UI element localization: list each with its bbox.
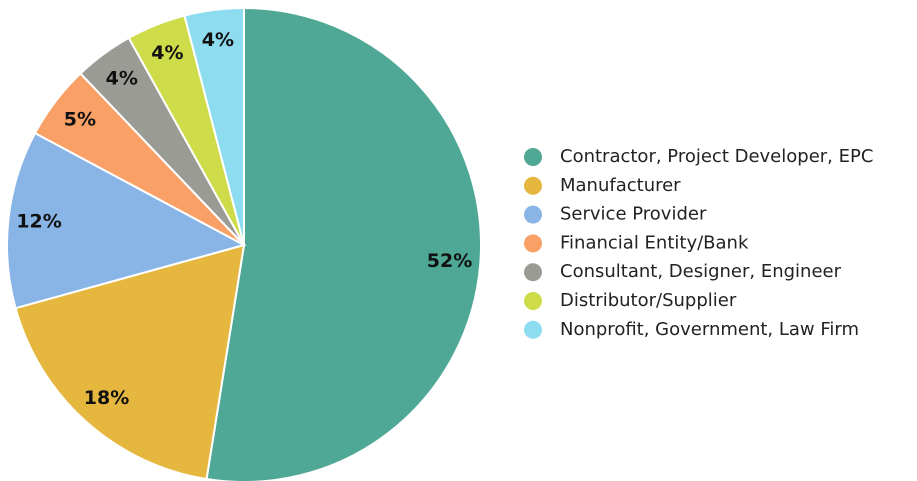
- legend-label: Distributor/Supplier: [560, 290, 737, 311]
- pie-slice: [6, 131, 247, 310]
- legend-swatch: [524, 320, 542, 339]
- legend-swatch: [524, 205, 542, 224]
- pie-slice: [205, 6, 482, 481]
- slice-label: 4%: [106, 67, 138, 89]
- legend-swatch: [524, 292, 542, 310]
- legend-label: Nonprofit, Government, Law Firm: [560, 319, 859, 340]
- slice-label: 5%: [64, 109, 96, 131]
- slice-label: 4%: [151, 42, 183, 64]
- slice-label: 52%: [427, 250, 472, 272]
- legend-label: Contractor, Project Developer, EPC: [560, 146, 873, 167]
- pie-slice: [183, 6, 245, 246]
- legend-swatch: [524, 263, 542, 282]
- legend-swatch: [524, 234, 542, 253]
- legend-label: Financial Entity/Bank: [560, 232, 749, 253]
- legend-label: Consultant, Designer, Engineer: [560, 261, 842, 282]
- slice-label: 4%: [202, 29, 234, 51]
- slice-label: 18%: [84, 387, 129, 409]
- slice-label: 12%: [16, 211, 61, 233]
- legend-swatch: [524, 148, 542, 166]
- legend-swatch: [524, 176, 542, 195]
- pie-slice: [14, 243, 246, 481]
- legend-label: Service Provider: [560, 204, 707, 225]
- legend-label: Manufacturer: [560, 175, 681, 196]
